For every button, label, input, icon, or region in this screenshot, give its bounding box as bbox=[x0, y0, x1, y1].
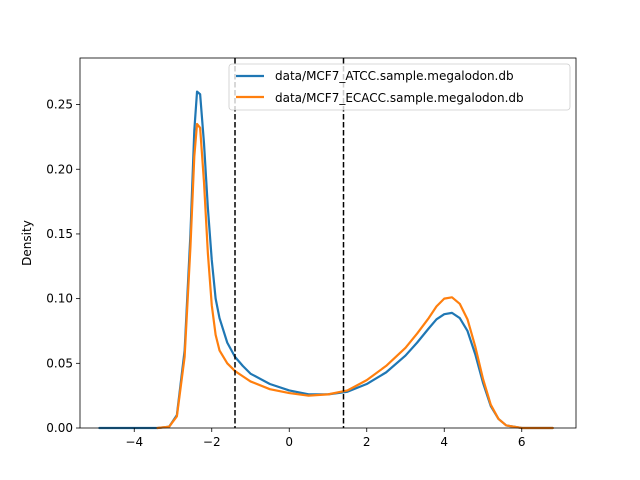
x-tick-label: −2 bbox=[203, 435, 221, 449]
x-tick-label: −4 bbox=[125, 435, 143, 449]
x-tick-label: 0 bbox=[285, 435, 293, 449]
legend-label-atcc: data/MCF7_ATCC.sample.megalodon.db bbox=[275, 69, 514, 83]
y-tick-label: 0.25 bbox=[46, 98, 73, 112]
x-axis-ticks: −4 −2 0 2 4 6 bbox=[125, 428, 526, 449]
x-tick-label: 6 bbox=[518, 435, 526, 449]
y-tick-label: 0.15 bbox=[46, 227, 73, 241]
threshold-lines bbox=[234, 58, 345, 428]
axes-frame bbox=[79, 57, 577, 429]
legend: data/MCF7_ATCC.sample.megalodon.db data/… bbox=[228, 63, 571, 111]
x-tick-label: 4 bbox=[440, 435, 448, 449]
y-tick-label: 0.05 bbox=[46, 356, 73, 370]
legend-frame bbox=[228, 63, 571, 111]
y-axis-ticks: 0.00 0.05 0.10 0.15 0.20 0.25 bbox=[46, 98, 80, 435]
y-tick-label: 0.10 bbox=[46, 292, 73, 306]
y-tick-label: 0.00 bbox=[46, 421, 73, 435]
density-line-ecacc bbox=[156, 122, 554, 430]
y-axis-label: Density bbox=[20, 220, 34, 266]
plot-lines bbox=[98, 90, 554, 430]
legend-label-ecacc: data/MCF7_ECACC.sample.megalodon.db bbox=[275, 91, 524, 105]
x-tick-label: 2 bbox=[363, 435, 371, 449]
y-tick-label: 0.20 bbox=[46, 162, 73, 176]
